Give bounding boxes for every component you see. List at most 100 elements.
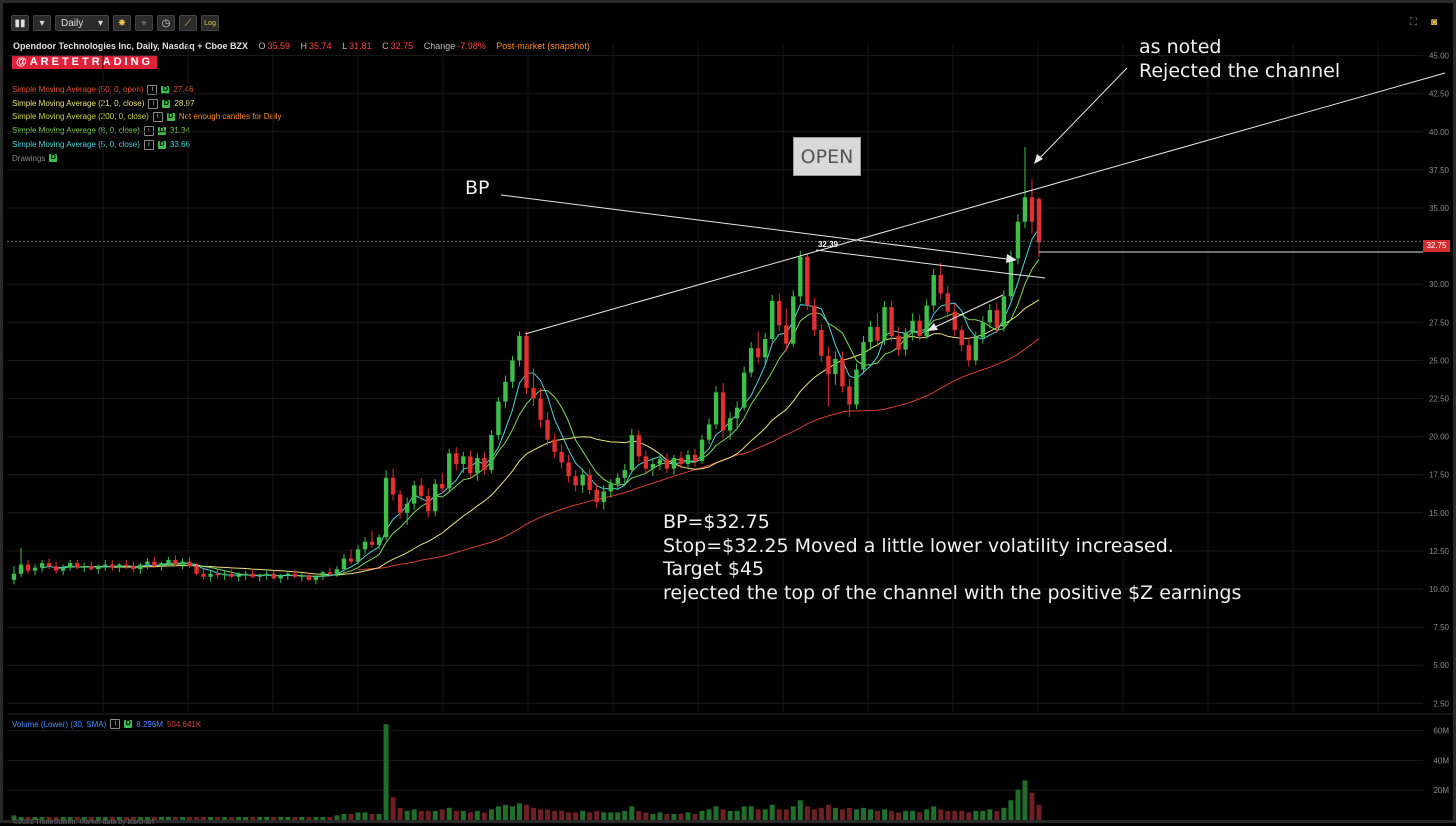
info-icon[interactable]: i (143, 125, 154, 136)
candle-body (580, 474, 585, 486)
candle-body (545, 419, 550, 440)
volume-bar (355, 812, 361, 820)
candle-body (489, 435, 494, 471)
candle-body (903, 332, 908, 350)
candle-body (482, 457, 487, 471)
candle-body (784, 325, 789, 344)
candle-body (1015, 221, 1021, 259)
info-icon[interactable]: i (147, 84, 158, 95)
volume-bar (762, 809, 768, 820)
info-icon[interactable]: i (143, 139, 154, 150)
candle-body (243, 573, 248, 576)
gear-icon[interactable]: ✸ (113, 15, 131, 31)
volume-bar (559, 810, 565, 820)
volume-bar (467, 812, 473, 820)
volume-bar (257, 816, 263, 820)
candle-body (791, 296, 796, 344)
volume-bar (102, 816, 108, 820)
volume-bar (130, 816, 136, 820)
candle-body (461, 456, 466, 465)
candle-body (89, 566, 94, 570)
log-icon[interactable]: Log (201, 15, 219, 31)
d-icon[interactable]: D (162, 99, 171, 108)
info-icon[interactable]: i (152, 112, 163, 123)
candle-body (264, 573, 269, 576)
price-chart[interactable]: 45.0042.5040.0037.5035.0032.5030.0027.50… (3, 3, 1453, 820)
candle-body (229, 573, 234, 577)
candle-body (383, 477, 389, 538)
candle-body (875, 326, 880, 341)
bp-arrow-line (500, 194, 1016, 261)
candle-body (720, 392, 726, 431)
volume-bar (53, 816, 59, 820)
study-row[interactable]: Simple Moving Average (8, 0, close) i D 31.… (12, 124, 282, 138)
candle-body (376, 537, 382, 545)
expand-icon[interactable]: ⛶ (1409, 17, 1417, 28)
d-icon[interactable]: D (157, 126, 166, 135)
candle-body (355, 549, 361, 562)
trade-note-line: Target $45 (663, 558, 765, 580)
candle-body (433, 483, 438, 512)
drawings-row[interactable]: Drawings D (12, 152, 282, 166)
volume-bar (1036, 804, 1042, 820)
info-icon[interactable]: i (148, 98, 159, 109)
candle-body (440, 483, 445, 489)
candle-body (124, 564, 129, 567)
timeframe-select[interactable]: Daily ▾ (55, 15, 109, 31)
candle-body (777, 300, 782, 326)
candle-body (18, 564, 24, 574)
symbol-title: Opendoor Technologies Inc, Daily, Nasdaq… (13, 41, 248, 51)
candle-body (931, 275, 936, 306)
brand-badge: @ARETETRADING (12, 55, 158, 69)
drawing-icon[interactable]: ⟋ (179, 15, 197, 31)
candle-body (938, 275, 943, 294)
volume-bar (158, 816, 164, 820)
volume-bar (46, 816, 52, 820)
volume-bar (678, 813, 684, 820)
candle-body (60, 567, 66, 571)
candle-body (46, 563, 52, 567)
candles-icon[interactable]: ▮▮ (11, 15, 29, 31)
study-row[interactable]: Simple Moving Average (5, 0, close) i D 33.… (12, 138, 282, 152)
d-icon[interactable]: D (161, 85, 170, 94)
camera-icon[interactable]: ◙ (1430, 17, 1437, 28)
candle-body (882, 307, 887, 341)
chevron-down-icon[interactable]: ▾ (33, 15, 51, 31)
volume-bar (741, 806, 747, 820)
d-icon[interactable]: D (166, 113, 175, 122)
candle-body (973, 337, 979, 361)
volume-bar (853, 809, 859, 820)
info-icon[interactable]: i (110, 719, 121, 729)
study-row[interactable]: Simple Moving Average (21, 0, close) i D 28… (12, 97, 282, 111)
volume-tick-label: 40M (1433, 756, 1449, 765)
candle-body (980, 322, 986, 338)
volume-bar (425, 810, 431, 820)
candle-body (96, 566, 101, 570)
candle-body (833, 358, 838, 375)
volume-bar (657, 812, 663, 820)
volume-bar (179, 816, 185, 820)
candle-body (159, 563, 164, 567)
close-value: 32.75 (390, 41, 414, 51)
clock-icon[interactable]: ◷ (157, 15, 175, 31)
d-icon[interactable]: D (157, 140, 166, 149)
study-row[interactable]: Simple Moving Average (50, 0, open) i D 27.… (12, 83, 282, 97)
volume-bar (165, 816, 171, 820)
chart-toolbar: ▮▮ ▾ Daily ▾ ✸ ⌖ ◷ ⟋ Log (11, 14, 219, 32)
post-market-label: Post-market (snapshot) (496, 41, 590, 51)
crosshair-icon[interactable]: ⌖ (135, 15, 153, 31)
volume-bar (1029, 792, 1035, 820)
y-tick-label: 27.50 (1429, 318, 1450, 327)
candle-body (994, 310, 1000, 327)
y-tick-label: 22.50 (1429, 395, 1450, 404)
candle-body (74, 563, 80, 568)
candle-body (236, 575, 241, 577)
volume-bar (502, 804, 508, 820)
candle-body (685, 454, 691, 465)
candle-body (1022, 197, 1028, 222)
study-label: Simple Moving Average (8, 0, close) (12, 126, 140, 136)
d-icon[interactable]: D (124, 720, 133, 728)
chevron-down-icon: ▾ (97, 17, 103, 29)
study-row[interactable]: Simple Moving Average (200, 0, close) i D N… (12, 110, 282, 124)
d-icon[interactable]: D (49, 154, 58, 163)
